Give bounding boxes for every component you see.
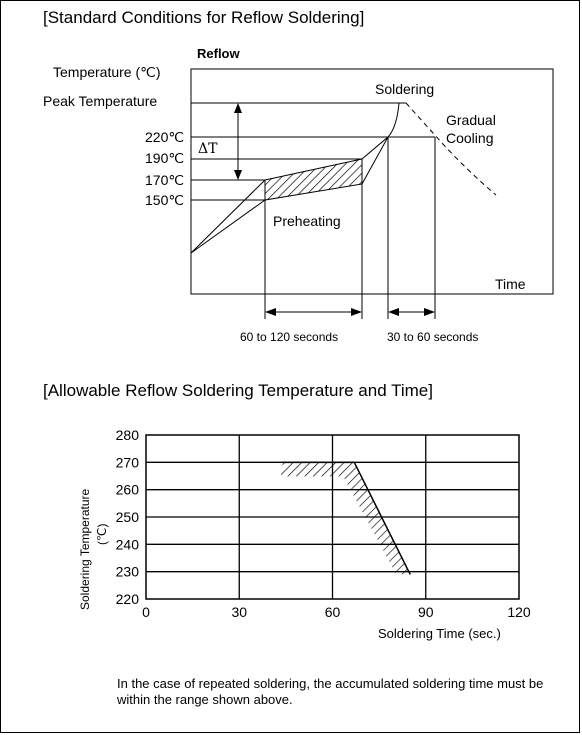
preheat-arrowhead-left [265, 308, 276, 316]
allowable-hatch-band [280, 462, 411, 575]
temp-220-label: 220℃ [145, 129, 185, 145]
x-tick-label-0: 0 [142, 604, 150, 620]
temp-150-label: 150℃ [145, 192, 185, 208]
peak-rise-curve [387, 102, 400, 138]
ramp-to-solder-upper [361, 136, 389, 160]
delta-t-label: ΔT [198, 141, 218, 157]
reflow-plot-frame [190, 68, 554, 295]
x-tick-label-120: 120 [507, 604, 531, 620]
preheat-arrowhead-right [351, 308, 362, 316]
cooling-curve [405, 102, 497, 196]
preheat-duration-label: 60 to 120 seconds [240, 330, 339, 344]
x-tick-label-60: 60 [325, 604, 341, 620]
y-tick-label-280: 280 [116, 427, 140, 443]
temp-170-label: 170℃ [145, 172, 185, 188]
y-tick-label-240: 240 [116, 536, 140, 552]
soldering-time-axis-label: Soldering Time (sec.) [378, 626, 501, 641]
y-tick-label-250: 250 [116, 509, 140, 525]
repeated-soldering-note: In the case of repeated soldering, the a… [117, 676, 544, 707]
solder-arrowhead-left [388, 308, 399, 316]
reflow-section-title: [Standard Conditions for Reflow Solderin… [43, 8, 365, 27]
solder-arrowhead-right [424, 308, 435, 316]
y-tick-label-220: 220 [116, 591, 140, 607]
preheat-band [264, 158, 363, 201]
allowable-boundary-line [282, 461, 411, 575]
temperature-axis-label: Temperature (℃) [53, 64, 161, 80]
y-tick-label-230: 230 [116, 564, 140, 580]
reflow-chart-title: Reflow [197, 46, 240, 61]
time-axis-label: Time [495, 276, 526, 292]
preheating-label: Preheating [273, 213, 341, 229]
delta-t-arrowhead-down [234, 170, 242, 180]
cooling-label: Cooling [446, 130, 494, 146]
allowable-section-title: [Allowable Reflow Soldering Temperature … [43, 381, 433, 400]
delta-t-arrowhead-up [234, 103, 242, 113]
x-tick-label-30: 30 [231, 604, 247, 620]
ramp-to-solder-lower [361, 136, 389, 185]
ramp-upper-line [190, 179, 266, 254]
y-tick-label-260: 260 [116, 482, 140, 498]
soldering-duration-label: 30 to 60 seconds [387, 330, 479, 344]
peak-temperature-label: Peak Temperature [43, 93, 158, 109]
x-tick-label-90: 90 [418, 604, 434, 620]
allowable-chart: 220 230 240 250 260 270 280 0 30 60 90 120 [116, 427, 531, 620]
ramp-lower-line [190, 199, 266, 254]
soldering-region-label: Soldering [375, 81, 435, 97]
temp-190-label: 190℃ [145, 150, 185, 166]
y-tick-label-270: 270 [116, 454, 140, 470]
gradual-label: Gradual [446, 112, 496, 128]
